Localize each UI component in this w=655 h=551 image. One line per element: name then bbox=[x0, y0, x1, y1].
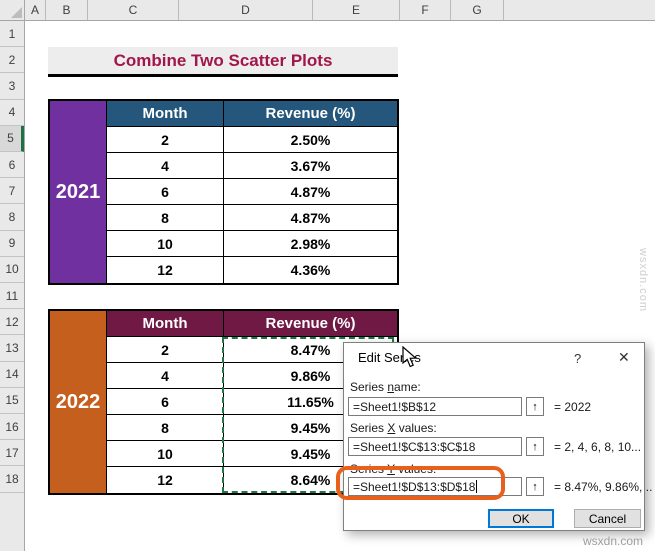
watermark-side: wsxdn.com bbox=[637, 248, 649, 313]
table-cell[interactable]: 10 bbox=[107, 441, 224, 467]
row-header-8[interactable]: 8 bbox=[0, 204, 24, 231]
row-header-12[interactable]: 12 bbox=[0, 309, 24, 336]
table-cell[interactable]: 12 bbox=[107, 467, 224, 493]
table-cell[interactable]: 12 bbox=[107, 257, 224, 283]
table-cell[interactable]: 4.36% bbox=[224, 257, 397, 283]
series-name-result: = 2022 bbox=[554, 400, 592, 414]
range-selector-icon[interactable]: ↑ bbox=[526, 397, 544, 416]
watermark-bottom: wsxdn.com bbox=[583, 534, 644, 548]
range-selector-icon[interactable]: ↑ bbox=[526, 437, 544, 456]
series-y-input[interactable]: =Sheet1!$D$13:$D$18 bbox=[348, 477, 522, 496]
column-header-D[interactable]: D bbox=[179, 0, 313, 21]
column-header-C[interactable]: C bbox=[88, 0, 179, 21]
mouse-cursor-icon bbox=[402, 346, 418, 368]
row-header-14[interactable]: 14 bbox=[0, 362, 24, 388]
year-cell-2022[interactable]: 2022 bbox=[50, 311, 107, 493]
row-header-6[interactable]: 6 bbox=[0, 152, 24, 179]
cancel-button[interactable]: Cancel bbox=[574, 509, 641, 528]
row-header-10[interactable]: 10 bbox=[0, 257, 24, 283]
sheet-title-cell[interactable]: Combine Two Scatter Plots bbox=[48, 47, 398, 77]
table-cell[interactable]: 4 bbox=[107, 363, 224, 389]
row-header-13[interactable]: 13 bbox=[0, 335, 24, 362]
row-header-11[interactable]: 11 bbox=[0, 283, 24, 310]
table-cell[interactable]: 10 bbox=[107, 231, 224, 257]
table-cell[interactable]: 8 bbox=[107, 415, 224, 441]
row-header-7[interactable]: 7 bbox=[0, 178, 24, 205]
row-header-9[interactable]: 9 bbox=[0, 231, 24, 257]
series-name-label: Series name: bbox=[350, 380, 421, 394]
close-icon[interactable]: ✕ bbox=[618, 349, 630, 365]
help-icon[interactable]: ? bbox=[574, 351, 582, 366]
series-x-label: Series X values: bbox=[350, 421, 437, 435]
select-all-triangle-icon bbox=[11, 7, 22, 18]
table-cell[interactable]: 6 bbox=[107, 179, 224, 205]
column-header-G[interactable]: G bbox=[451, 0, 504, 21]
row-header-18[interactable]: 18 bbox=[0, 466, 24, 493]
table-2021: 2021 Month Revenue (%) 2 2.50% 4 3.67% 6 4.87% 8 4… bbox=[48, 99, 399, 285]
row-header-2[interactable]: 2 bbox=[0, 47, 24, 74]
column-header-E[interactable]: E bbox=[313, 0, 400, 21]
row-header-4[interactable]: 4 bbox=[0, 100, 24, 126]
series-y-result: = 8.47%, 9.86%, .. bbox=[554, 480, 653, 494]
series-x-input[interactable]: =Sheet1!$C$13:$C$18 bbox=[348, 437, 522, 456]
table-cell[interactable]: 4.87% bbox=[224, 205, 397, 231]
column-header-A[interactable]: A bbox=[25, 0, 46, 21]
column-header-B[interactable]: B bbox=[46, 0, 88, 21]
row-header-5[interactable]: 5 bbox=[0, 125, 24, 152]
row-header-strip bbox=[0, 21, 25, 551]
table-header-revenue[interactable]: Revenue (%) bbox=[224, 311, 397, 337]
year-cell-2021[interactable]: 2021 bbox=[50, 101, 107, 283]
row-header-16[interactable]: 16 bbox=[0, 414, 24, 441]
table-cell[interactable]: 2 bbox=[107, 337, 224, 363]
table-cell[interactable]: 2.50% bbox=[224, 127, 397, 153]
ok-button[interactable]: OK bbox=[488, 509, 554, 528]
row-header-3[interactable]: 3 bbox=[0, 73, 24, 100]
table-cell[interactable]: 2 bbox=[107, 127, 224, 153]
table-cell[interactable]: 2.98% bbox=[224, 231, 397, 257]
table-cell[interactable]: 4.87% bbox=[224, 179, 397, 205]
row-header-15[interactable]: 15 bbox=[0, 388, 24, 414]
row-header-1[interactable]: 1 bbox=[0, 21, 24, 48]
table-header-month[interactable]: Month bbox=[107, 311, 224, 337]
table-cell[interactable]: 3.67% bbox=[224, 153, 397, 179]
page-title: Combine Two Scatter Plots bbox=[113, 50, 333, 70]
edit-series-dialog: Edit Series ? ✕ Series name: =Sheet1!$B$… bbox=[343, 342, 652, 531]
column-header-blank bbox=[504, 0, 655, 21]
select-all-corner[interactable] bbox=[0, 0, 25, 21]
series-x-result: = 2, 4, 6, 8, 10... bbox=[554, 440, 642, 454]
row-header-17[interactable]: 17 bbox=[0, 440, 24, 467]
table-cell[interactable]: 4 bbox=[107, 153, 224, 179]
range-selector-icon[interactable]: ↑ bbox=[526, 477, 544, 496]
table-header-month[interactable]: Month bbox=[107, 101, 224, 127]
column-header-F[interactable]: F bbox=[400, 0, 451, 21]
table-cell[interactable]: 6 bbox=[107, 389, 224, 415]
orange-highlight-annotation bbox=[336, 466, 505, 500]
table-2022: 2022 Month Revenue (%) 2 8.47% 4 9.86% 6 11.65% 8… bbox=[48, 309, 399, 495]
text-caret bbox=[476, 480, 478, 493]
table-cell[interactable]: 8 bbox=[107, 205, 224, 231]
series-name-input[interactable]: =Sheet1!$B$12 bbox=[348, 397, 522, 416]
table-header-revenue[interactable]: Revenue (%) bbox=[224, 101, 397, 127]
